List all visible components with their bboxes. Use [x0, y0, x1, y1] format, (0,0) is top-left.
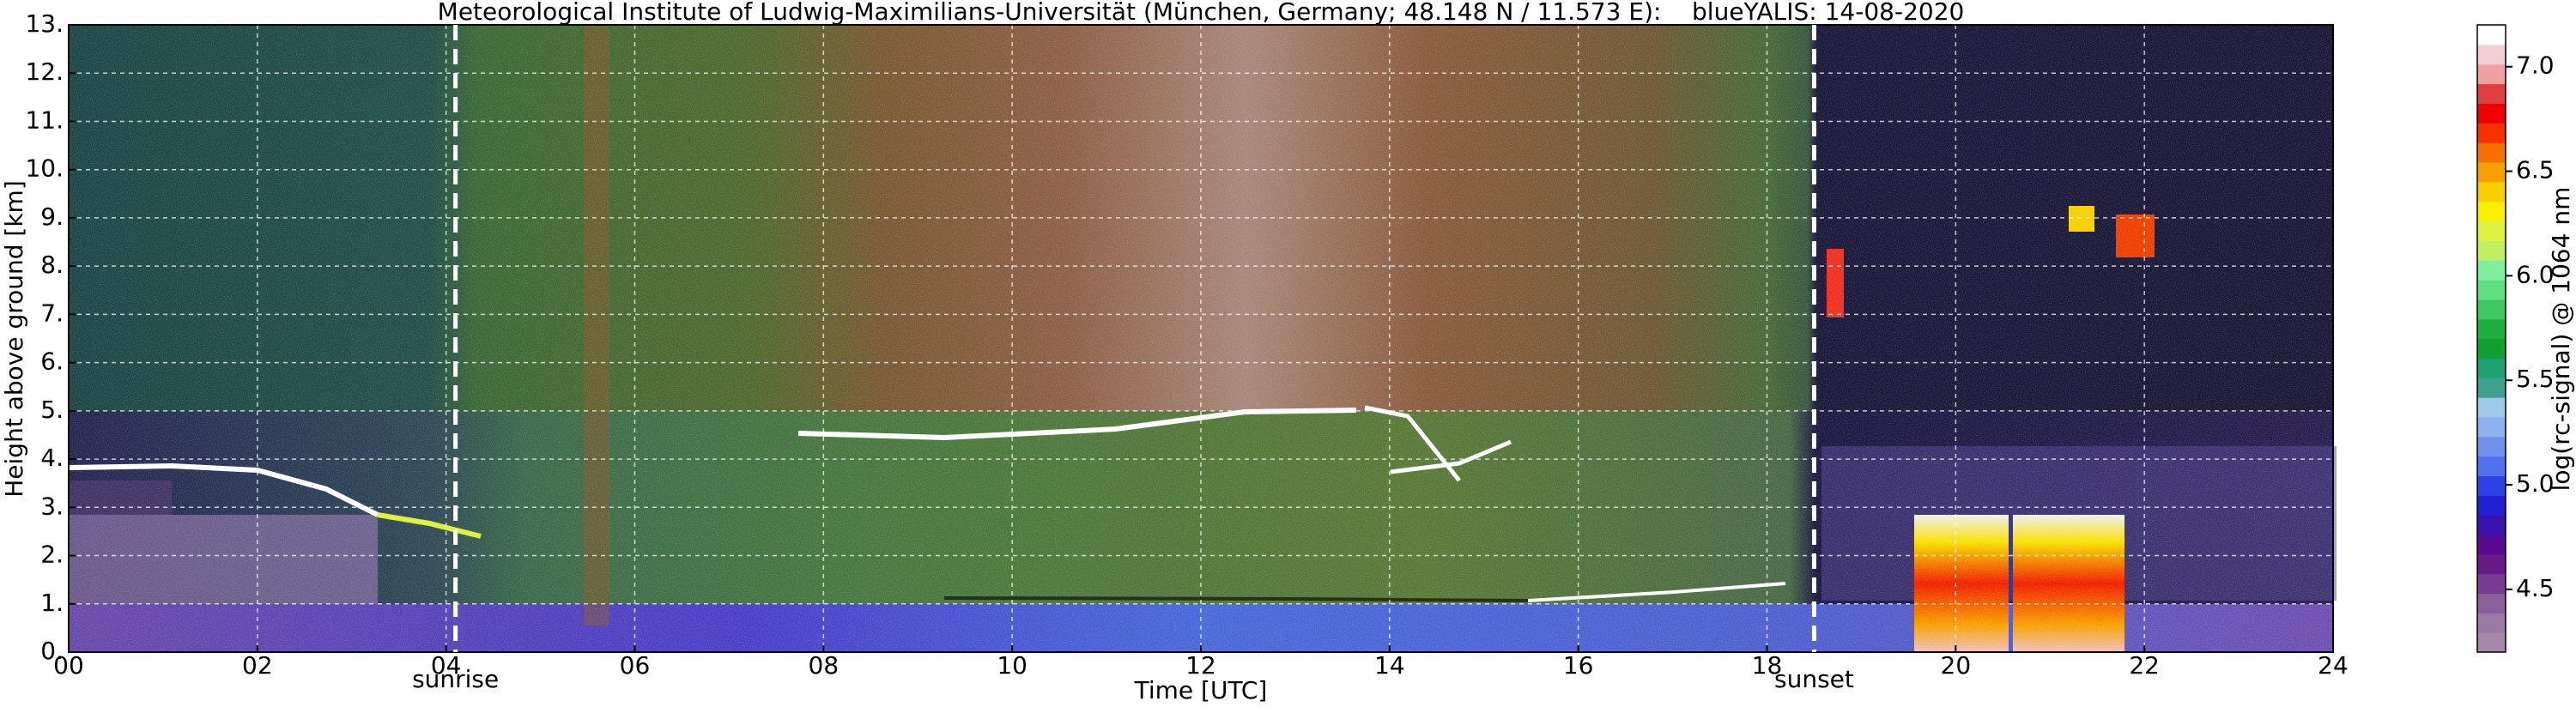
colorbar-segment [2477, 25, 2506, 45]
cloud-layer [377, 512, 482, 539]
colorbar-tick-label: 5.0 [2516, 469, 2555, 498]
colorbar-label: log(rc-signal) @ 1064 nm [2547, 187, 2575, 492]
x-tick-label: 12 [1185, 651, 1216, 680]
x-tick-label: 08 [809, 651, 839, 680]
colorbar-segment [2477, 632, 2506, 653]
y-tick-label: 5. [40, 396, 64, 424]
chart-title: Meteorological Institute of Ludwig-Maxim… [438, 0, 1965, 26]
x-tick-label: 18 [1752, 651, 1783, 680]
colorbar-segment [2477, 123, 2506, 143]
y-tick-label: 13. [25, 9, 64, 38]
colorbar-tick-label: 4.5 [2516, 574, 2555, 602]
y-tick-label: 11. [25, 106, 64, 134]
colorbar-segment [2477, 475, 2506, 496]
colorbar-segment [2477, 103, 2506, 124]
colorbar-segment [2477, 240, 2506, 261]
cloud-layer [68, 462, 379, 517]
x-tick-label: 04 [431, 651, 462, 680]
annotation-label: sunset [1774, 665, 1854, 693]
colorbar-segment [2477, 318, 2506, 340]
y-tick-label: 4. [40, 444, 64, 472]
y-tick-label: 6. [40, 347, 64, 376]
colorbar-segment [2477, 378, 2506, 398]
colorbar-segment [2477, 593, 2506, 613]
colorbar-frame [2476, 24, 2506, 653]
x-tick-label: 20 [1941, 651, 1972, 680]
colorbar-segment [2477, 495, 2506, 516]
colorbar-segment [2477, 456, 2506, 477]
colorbar-tick-label: 7.0 [2516, 51, 2555, 80]
heatmap-image [68, 25, 2337, 652]
y-tick-label: 10. [25, 154, 64, 183]
colorbar-tick-label: 6.5 [2516, 156, 2555, 184]
colorbar-segment [2477, 338, 2506, 359]
x-tick-label: 16 [1563, 651, 1594, 680]
colorbar-segment [2477, 299, 2506, 320]
colorbar-segment [2477, 201, 2506, 222]
colorbar-segment [2477, 161, 2506, 183]
colorbar-segment [2477, 44, 2506, 65]
colorbar-segment [2477, 416, 2506, 438]
cloud-layer [1527, 582, 1786, 602]
x-axis-label: Time [UTC] [1134, 676, 1268, 704]
y-tick-label: 9. [40, 202, 64, 231]
colorbar-tick-label: 6.0 [2516, 260, 2555, 288]
y-tick-label: 1. [40, 589, 64, 617]
cloud-base [943, 596, 1529, 602]
colorbar-segment [2477, 573, 2506, 595]
colorbar-segment [2477, 221, 2506, 241]
annotation-label: sunrise [412, 665, 499, 693]
y-tick-label: 3. [40, 492, 64, 520]
y-axis-label: Height above ground [km] [0, 180, 28, 498]
x-tick-label: 00 [53, 651, 84, 680]
cloud-layer [1390, 439, 1512, 474]
x-tick-label: 24 [2318, 651, 2349, 680]
colorbar-segment [2477, 83, 2506, 104]
y-tick-label: 8. [40, 251, 64, 279]
colorbar-segment [2477, 534, 2506, 555]
x-tick-label: 22 [2129, 651, 2160, 680]
y-tick-label: 12. [25, 57, 64, 86]
x-tick-label: 14 [1374, 651, 1405, 680]
x-tick-label: 06 [620, 651, 651, 680]
colorbar-segment [2477, 515, 2506, 535]
colorbar-segment [2477, 436, 2506, 457]
colorbar-segment [2477, 63, 2506, 85]
colorbar-segment [2477, 613, 2506, 633]
colorbar-segment [2477, 260, 2506, 281]
colorbar-tick-label: 5.5 [2516, 365, 2555, 393]
y-tick-label: 7. [40, 299, 64, 327]
colorbar-segment [2477, 181, 2506, 202]
colorbar-segment [2477, 279, 2506, 300]
x-tick-label: 10 [997, 651, 1027, 680]
colorbar-segment [2477, 142, 2506, 163]
x-tick-label: 02 [242, 651, 273, 680]
y-tick-label: 2. [40, 541, 64, 569]
colorbar-segment [2477, 358, 2506, 378]
y-tick-label: 0. [40, 637, 64, 665]
colorbar-segment [2477, 553, 2506, 575]
colorbar-segment [2477, 397, 2506, 418]
